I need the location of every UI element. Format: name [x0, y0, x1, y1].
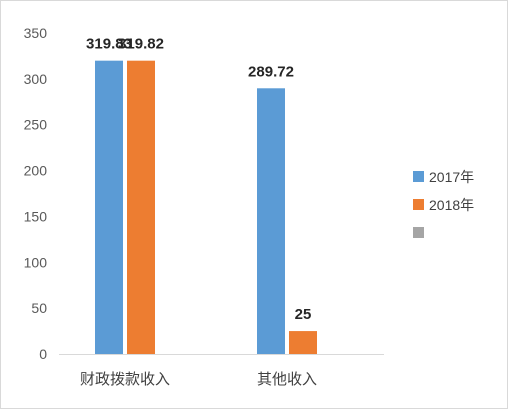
data-label: 319.82 — [118, 36, 164, 53]
legend: 2017年 2018年 — [413, 169, 474, 238]
y-tick-label: 50 — [31, 300, 47, 316]
bar — [127, 60, 155, 354]
legend-swatch — [413, 227, 424, 238]
legend-swatch — [413, 199, 424, 210]
y-tick-label: 300 — [24, 71, 48, 87]
y-tick-label: 100 — [24, 254, 48, 270]
x-tick-label: 财政拨款收入 — [80, 371, 170, 388]
data-label: 319.83 — [86, 36, 132, 53]
data-label: 289.72 — [248, 63, 294, 80]
data-labels: 319.83 289.72 319.82 25 — [86, 36, 311, 323]
legend-label: 2017年 — [429, 169, 474, 185]
y-tick-label: 350 — [24, 25, 48, 41]
y-tick-label: 150 — [24, 208, 48, 224]
bar — [289, 331, 317, 354]
x-tick-label: 其他收入 — [257, 371, 317, 388]
bar — [257, 88, 285, 354]
legend-label: 2018年 — [429, 197, 474, 213]
y-axis: 0 50 100 150 200 250 300 350 — [24, 25, 48, 362]
legend-swatch — [413, 171, 424, 182]
data-label: 25 — [295, 306, 312, 323]
y-tick-label: 0 — [39, 346, 47, 362]
y-tick-label: 250 — [24, 117, 48, 133]
bars — [95, 60, 317, 355]
y-tick-label: 200 — [24, 163, 48, 179]
bar — [95, 60, 123, 355]
x-axis: 财政拨款收入 其他收入 — [59, 354, 384, 388]
